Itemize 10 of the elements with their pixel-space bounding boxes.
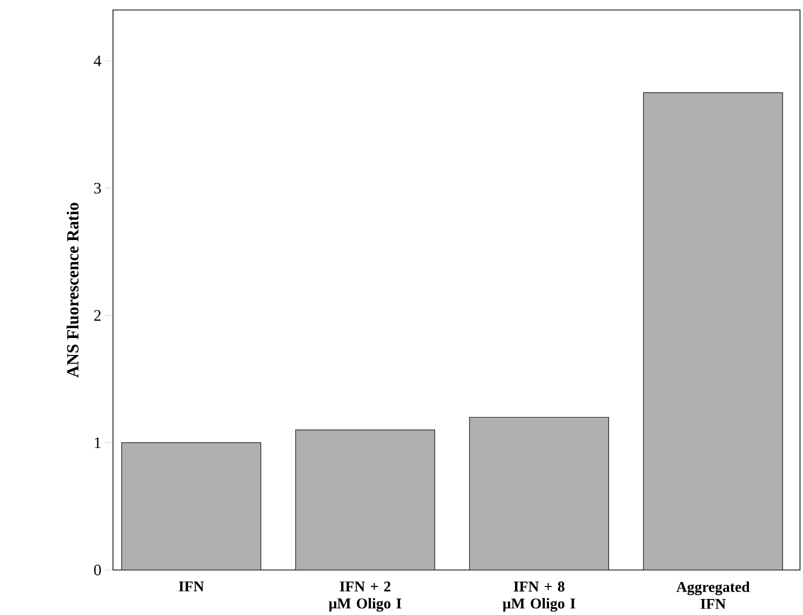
y-tick-label: 4 bbox=[94, 56, 102, 66]
y-tick-label: 0 bbox=[94, 564, 101, 576]
y-axis-title: ANS Fluorescence Ratio bbox=[66, 202, 79, 378]
x-tick-label: IFN + 2 μM Oligo I bbox=[328, 582, 402, 612]
y-tick-label: 2 bbox=[94, 310, 101, 321]
y-tick-label: 3 bbox=[94, 182, 101, 194]
x-tick-label: IFN + 8 μM Oligo I bbox=[502, 582, 576, 612]
x-tick-label: IFN bbox=[178, 582, 204, 592]
y-tick-label: 1 bbox=[94, 437, 101, 448]
x-tick-label: Aggregated IFN bbox=[676, 582, 750, 609]
